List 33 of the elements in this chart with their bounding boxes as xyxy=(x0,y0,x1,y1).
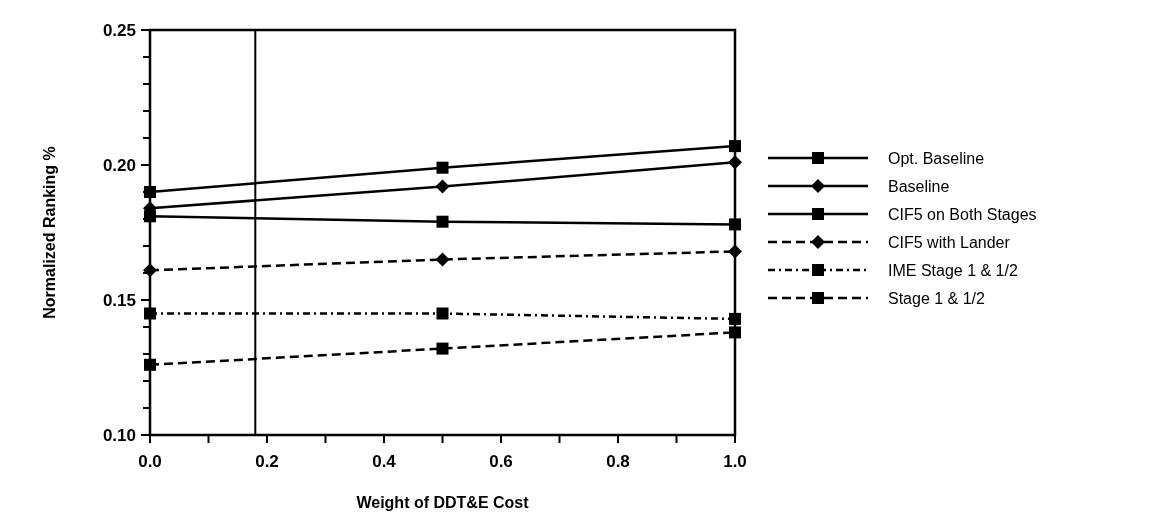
point xyxy=(436,161,449,174)
point xyxy=(729,326,741,339)
x-axis-title: Weight of DDT&E Cost xyxy=(356,494,530,511)
x-tick-label: 0.4 xyxy=(372,452,397,471)
text: CIF5 on Both Stages xyxy=(888,205,1037,223)
point xyxy=(435,252,450,267)
point xyxy=(436,307,449,320)
text: CIF5 with Lander xyxy=(888,233,1011,251)
y-tick-label: 0.25 xyxy=(102,20,136,40)
y-axis-title: Normalized Ranking % xyxy=(41,146,58,319)
point xyxy=(436,215,449,228)
y-tick-label: 0.20 xyxy=(102,155,136,175)
point xyxy=(729,140,741,153)
y-tick-label: 0.15 xyxy=(102,290,136,310)
x-tick-label: 0.2 xyxy=(255,452,279,471)
text: Opt. Baseline xyxy=(888,149,985,167)
point xyxy=(728,244,742,259)
point xyxy=(729,312,741,325)
y-tick-label: 0.10 xyxy=(102,425,136,445)
x-tick-label: 0.6 xyxy=(489,452,513,471)
x-tick-label: 0.8 xyxy=(606,452,630,471)
x-tick-label: 1.0 xyxy=(723,452,747,471)
text: Baseline xyxy=(888,177,950,195)
text: IME Stage 1 & 1/2 xyxy=(888,261,1018,279)
text: Stage 1 & 1/2 xyxy=(888,289,986,307)
point xyxy=(144,307,156,320)
point xyxy=(728,155,742,170)
point xyxy=(143,263,157,278)
point xyxy=(435,179,450,194)
point xyxy=(729,218,741,231)
x-tick-label: 0.0 xyxy=(138,452,162,471)
point xyxy=(436,342,449,355)
point xyxy=(144,358,156,371)
